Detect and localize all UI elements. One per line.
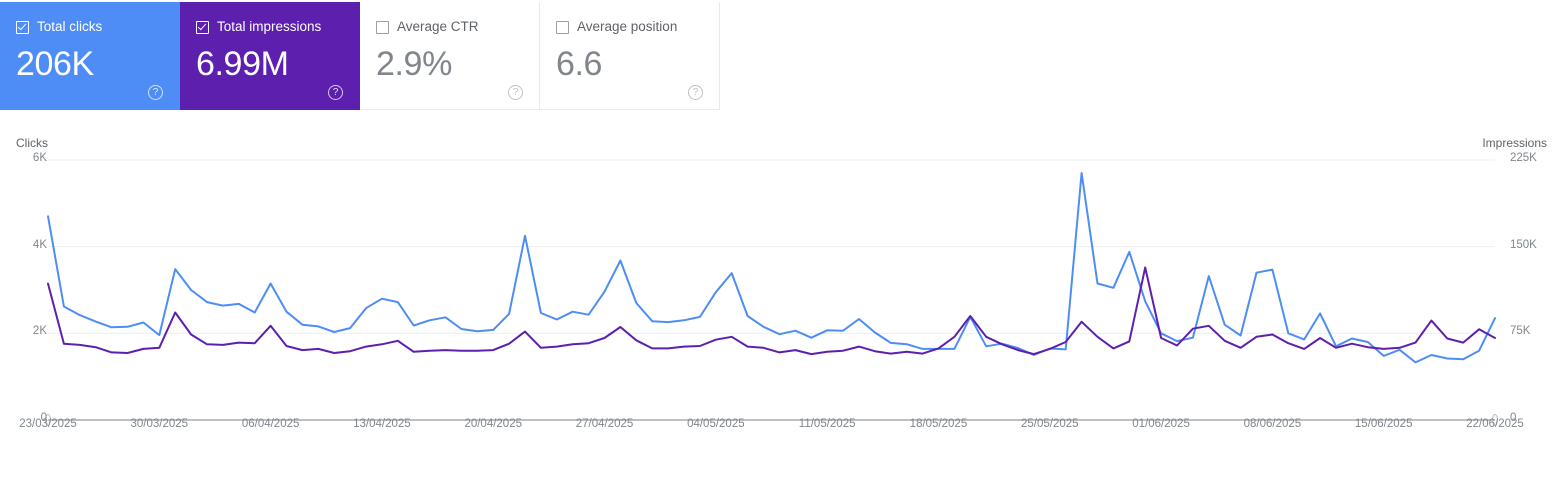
x-tick-label: 13/04/2025 (353, 418, 411, 430)
metric-card-value: 6.6 (556, 45, 603, 83)
metric-card-label: Average position (577, 19, 678, 34)
metric-card-label: Total clicks (37, 19, 103, 34)
help-icon[interactable]: ? (688, 85, 703, 100)
y-tick-right: 150K (1510, 238, 1537, 251)
checkbox-total-impressions-icon[interactable] (196, 20, 209, 34)
metric-card-label: Average CTR (397, 19, 479, 34)
metric-card-header: Total impressions (196, 19, 359, 35)
metric-card-value: 6.99M (196, 45, 289, 83)
checkbox-total-clicks-icon[interactable] (16, 20, 29, 34)
y-tick-right: 225K (1510, 152, 1537, 164)
checkbox-average-ctr-icon[interactable] (376, 20, 389, 34)
y-tick-right: 75K (1510, 325, 1531, 338)
y-tick-right: 0 (1510, 412, 1517, 424)
x-tick-label: 27/04/2025 (575, 418, 634, 430)
metric-card-total-impressions[interactable]: Total impressions 6.99M? (180, 2, 360, 110)
y-tick-left: 2K (32, 325, 47, 338)
metric-card-header: Total clicks (16, 19, 179, 35)
help-icon[interactable]: ? (508, 85, 523, 100)
x-tick-label: 04/05/2025 (687, 418, 745, 430)
y-tick-left: 4K (32, 238, 47, 251)
metric-card-header: Average CTR (376, 19, 539, 35)
axis-end-cap-left (45, 414, 51, 426)
x-tick-label: 23/03/2025 (19, 418, 77, 430)
metric-card-header: Average position (556, 19, 719, 35)
checkbox-average-position-icon[interactable] (556, 20, 569, 34)
x-tick-label: 18/05/2025 (909, 418, 968, 430)
x-axis-tick-labels: 23/03/2025 30/03/2025 06/04/2025 13/04/2025… (0, 418, 1557, 448)
x-tick-label: 22/06/2025 (1466, 418, 1524, 430)
help-icon[interactable]: ? (328, 85, 343, 100)
metric-card-total-clicks[interactable]: Total clicks 206K? (0, 2, 180, 110)
chart-svg (45, 159, 1498, 426)
x-tick-label: 11/05/2025 (798, 418, 856, 430)
x-tick-label: 30/03/2025 (130, 418, 189, 430)
axis-end-cap-right (1492, 414, 1498, 426)
series-line-impressions[interactable] (47, 266, 1496, 356)
x-tick-label: 15/06/2025 (1354, 418, 1413, 430)
x-tick-label: 20/04/2025 (464, 418, 522, 430)
metric-cards: Total clicks 206K? Total impressions 6.99M?… (0, 2, 720, 110)
help-icon[interactable]: ? (148, 85, 163, 100)
metric-card-average-position[interactable]: Average position 6.6? (540, 2, 720, 110)
left-axis-title: Clicks (16, 136, 48, 150)
chart-plot-area: 0 2K 4K 6K 0 75K 150K 225K (0, 112, 1557, 474)
x-tick-label: 08/06/2025 (1243, 418, 1302, 430)
right-axis-title: Impressions (1482, 136, 1547, 150)
metric-card-value: 2.9% (376, 45, 452, 83)
x-tick-label: 06/04/2025 (241, 418, 300, 430)
y-tick-left: 0 (40, 412, 47, 424)
performance-chart: Clicks Impressions 0 2K 4K 6K 0 75K 150K 225K 2… (0, 112, 1557, 474)
metric-card-value: 206K (16, 45, 94, 83)
x-tick-label: 01/06/2025 (1132, 418, 1190, 430)
series-line-clicks[interactable] (47, 172, 1496, 364)
metric-card-average-ctr[interactable]: Average CTR 2.9%? (360, 2, 540, 110)
y-tick-left: 6K (32, 152, 47, 164)
x-tick-label: 25/05/2025 (1020, 418, 1079, 430)
metric-card-label: Total impressions (217, 19, 322, 34)
